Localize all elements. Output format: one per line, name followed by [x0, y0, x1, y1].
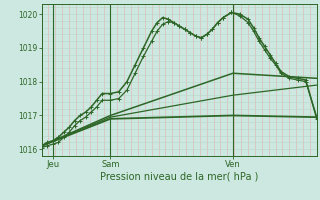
X-axis label: Pression niveau de la mer( hPa ): Pression niveau de la mer( hPa ) [100, 172, 258, 182]
